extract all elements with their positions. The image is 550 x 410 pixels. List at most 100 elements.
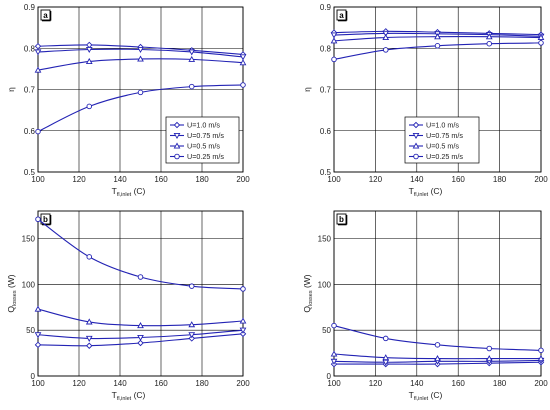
data-point xyxy=(34,66,42,73)
legend-marker xyxy=(173,132,181,140)
data-point xyxy=(240,286,246,292)
data-point xyxy=(86,342,93,349)
data-point xyxy=(188,335,195,342)
x-axis-label: Tfl,inlet (C) xyxy=(112,186,146,198)
plot-frame xyxy=(37,210,244,377)
legend: U=1.0 m/sU=0.75 m/s U=0.5 m/sU=0.25 m/s xyxy=(404,116,480,164)
series-1 xyxy=(34,330,247,349)
series-2 xyxy=(34,327,247,342)
data-point xyxy=(330,37,338,44)
x-tick-label: 180 xyxy=(493,175,507,184)
legend-entry: U=1.0 m/s xyxy=(426,121,459,130)
plot-frame xyxy=(333,210,542,377)
data-point xyxy=(188,332,196,339)
data-point xyxy=(86,41,93,49)
legend-entry: U=0.5 m/s xyxy=(426,142,459,151)
data-point xyxy=(188,55,196,62)
x-tick-label: 100 xyxy=(31,379,45,388)
x-tick-label: 120 xyxy=(369,175,383,184)
series-4 xyxy=(35,216,246,292)
data-point xyxy=(137,274,144,280)
data-point xyxy=(382,33,390,41)
y-tick-label: 150 xyxy=(22,235,36,244)
y-axis-label: η xyxy=(302,87,312,92)
data-point xyxy=(330,350,338,357)
x-tick-label: 120 xyxy=(72,379,86,388)
panel-tag: a xyxy=(43,11,48,20)
x-tick-label: 200 xyxy=(534,175,548,184)
data-point xyxy=(188,83,195,90)
data-point xyxy=(86,254,92,260)
data-point xyxy=(34,332,42,339)
data-point xyxy=(331,322,337,329)
series-2 xyxy=(34,46,247,61)
y-tick-label: 0.5 xyxy=(320,168,332,177)
data-point xyxy=(538,40,544,46)
panel-1: 100 120 140 160 180 200 0.5 0.6 0.7 0.8 0.9 Tfl,inl… xyxy=(6,3,250,198)
x-tick-label: 160 xyxy=(154,175,168,184)
data-point xyxy=(434,43,441,49)
y-tick-label: 0.6 xyxy=(24,127,36,136)
legend-marker xyxy=(412,142,420,149)
data-point xyxy=(331,56,337,63)
data-point xyxy=(34,305,42,312)
data-point xyxy=(137,322,144,329)
data-point xyxy=(34,42,42,50)
x-tick-label: 140 xyxy=(113,175,127,184)
data-point xyxy=(486,345,493,352)
x-tick-label: 160 xyxy=(154,379,168,388)
data-point xyxy=(85,335,93,342)
data-point xyxy=(85,57,93,64)
legend-marker xyxy=(174,153,180,160)
x-tick-label: 200 xyxy=(236,175,250,184)
data-point xyxy=(383,47,389,53)
legend-entry: U=0.25 m/s xyxy=(187,152,224,161)
legend-entry: U=0.75 m/s xyxy=(426,131,463,140)
x-axis-label: Tfl,inlet (C) xyxy=(409,186,443,198)
panel-tag: b xyxy=(339,215,344,224)
data-point xyxy=(485,33,493,40)
data-point xyxy=(486,40,493,47)
series-3 xyxy=(34,55,247,73)
legend-entry: U=0.25 m/s xyxy=(426,152,463,161)
legend-entry: U=0.75 m/s xyxy=(187,131,224,140)
series-4 xyxy=(331,40,544,63)
y-tick-label: 0.9 xyxy=(24,3,36,12)
y-tick-label: 0 xyxy=(31,372,36,381)
series-3 xyxy=(330,350,545,362)
data-point xyxy=(485,355,493,362)
x-tick-label: 160 xyxy=(452,175,466,184)
data-point xyxy=(382,30,390,37)
plot-frame xyxy=(333,6,542,173)
y-axis-label: Qlosses (W) xyxy=(6,274,18,312)
data-point xyxy=(35,128,41,135)
y-tick-label: 0.5 xyxy=(24,168,36,177)
data-point xyxy=(188,321,196,328)
data-point xyxy=(434,355,441,362)
data-point xyxy=(239,59,247,66)
data-point xyxy=(382,354,390,361)
y-tick-label: 0.7 xyxy=(320,86,332,95)
legend-entry: U=1.0 m/s xyxy=(187,121,220,130)
x-tick-label: 180 xyxy=(493,379,507,388)
data-point xyxy=(188,49,196,56)
data-point xyxy=(434,342,441,348)
data-point xyxy=(137,339,144,347)
data-point xyxy=(35,216,41,222)
x-tick-label: 140 xyxy=(410,379,424,388)
x-tick-label: 120 xyxy=(72,175,86,184)
y-tick-label: 0.9 xyxy=(320,3,332,12)
x-tick-label: 160 xyxy=(452,379,466,388)
series-3 xyxy=(330,33,545,44)
data-point xyxy=(240,82,246,88)
x-tick-label: 100 xyxy=(327,175,341,184)
data-point xyxy=(383,335,389,342)
series-4 xyxy=(331,322,544,354)
data-point xyxy=(85,318,93,325)
data-point xyxy=(239,54,247,61)
data-point xyxy=(434,33,441,40)
data-point xyxy=(538,347,544,354)
y-axis-label: η xyxy=(6,87,16,92)
y-tick-label: 100 xyxy=(22,280,36,289)
